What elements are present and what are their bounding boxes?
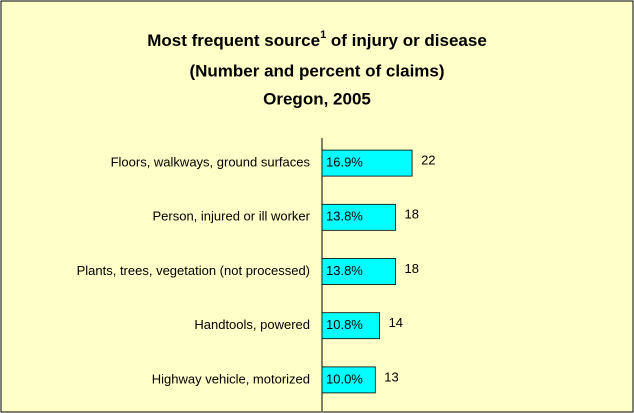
- title-part: Most frequent source: [147, 31, 320, 50]
- chart-title: Most frequent source1 of injury or disea…: [147, 29, 487, 51]
- count-label: 18: [405, 207, 419, 222]
- bar: [321, 312, 380, 340]
- title-superscript: 1: [320, 29, 326, 41]
- title-part: of injury or disease: [326, 31, 487, 50]
- count-label: 13: [384, 369, 398, 384]
- category-label: Highway vehicle, motorized: [152, 371, 310, 386]
- count-label: 18: [405, 261, 419, 276]
- bar: [321, 149, 413, 177]
- category-label: Person, injured or ill worker: [152, 209, 310, 224]
- category-label: Floors, walkways, ground surfaces: [111, 155, 311, 170]
- bar: [321, 366, 376, 394]
- category-label: Plants, trees, vegetation (not processed…: [77, 263, 310, 278]
- count-label: 14: [389, 315, 403, 330]
- bar-value-label: 13.8%: [326, 263, 363, 278]
- bar: [321, 203, 396, 231]
- bar-value-label: 13.8%: [326, 209, 363, 224]
- chart-subtitle: Oregon, 2005: [263, 89, 371, 108]
- count-label: 22: [421, 153, 435, 168]
- bar-value-label: 10.0%: [326, 371, 363, 386]
- bar-value-label: 10.8%: [326, 317, 363, 332]
- bar-value-label: 16.9%: [326, 155, 363, 170]
- category-label: Handtools, powered: [194, 317, 310, 332]
- chart-subtitle: (Number and percent of claims): [189, 61, 444, 80]
- bar: [321, 258, 396, 285]
